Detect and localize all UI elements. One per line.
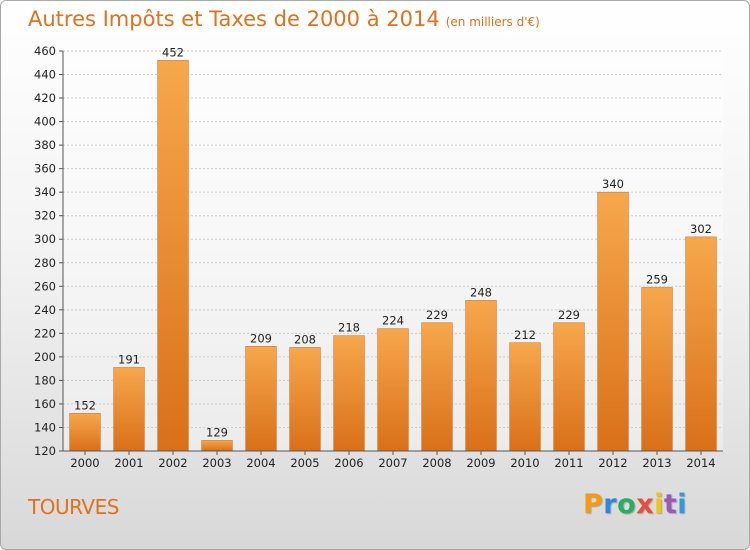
proxiti-logo[interactable]: Proxiti bbox=[583, 489, 687, 520]
value-label-2003: 129 bbox=[206, 425, 228, 439]
y-tick-label: 400 bbox=[34, 115, 56, 129]
value-label-2008: 229 bbox=[426, 308, 448, 322]
bar-2005 bbox=[289, 347, 321, 452]
axes bbox=[59, 50, 723, 455]
logo-letter: t bbox=[663, 489, 678, 520]
bar-2004 bbox=[245, 346, 277, 452]
value-label-2001: 191 bbox=[118, 352, 140, 366]
bar-2010 bbox=[509, 342, 541, 452]
value-label-2010: 212 bbox=[514, 328, 536, 342]
value-label-2007: 224 bbox=[382, 314, 404, 328]
y-tick-label: 440 bbox=[34, 68, 56, 82]
value-label-2014: 302 bbox=[690, 222, 712, 236]
x-tick-label-2001: 2001 bbox=[114, 456, 143, 470]
value-label-2004: 209 bbox=[250, 331, 272, 345]
bar-2014 bbox=[685, 236, 717, 452]
bar-2011 bbox=[553, 322, 585, 452]
value-label-2002: 452 bbox=[162, 45, 184, 59]
y-tick-label: 220 bbox=[34, 326, 56, 340]
commune-name: TOURVES bbox=[28, 495, 119, 519]
logo-letter: i bbox=[677, 489, 688, 520]
y-tick-label: 260 bbox=[34, 279, 56, 293]
chart-title-unit: (en milliers d'€) bbox=[445, 15, 540, 29]
bar-2012 bbox=[597, 191, 629, 452]
bar-2000 bbox=[69, 413, 101, 452]
labels: 120 140 160 180 200 220 240 260 280 300 320 340 360 3… bbox=[34, 44, 716, 470]
y-tick-label: 360 bbox=[34, 162, 56, 176]
x-tick-label-2003: 2003 bbox=[202, 456, 231, 470]
x-tick-label-2000: 2000 bbox=[70, 456, 99, 470]
y-tick-label: 180 bbox=[34, 373, 56, 387]
bar-2002 bbox=[157, 60, 189, 452]
y-tick-label: 140 bbox=[34, 420, 56, 434]
y-tick-label: 420 bbox=[34, 91, 56, 105]
chart-title-text: Autres Impôts et Taxes de 2000 à 2014 bbox=[28, 7, 440, 31]
x-tick-label-2004: 2004 bbox=[246, 456, 275, 470]
value-label-2012: 340 bbox=[602, 177, 624, 191]
x-tick-label-2002: 2002 bbox=[158, 456, 187, 470]
y-tick-label: 460 bbox=[34, 44, 56, 58]
x-tick-label-2008: 2008 bbox=[422, 456, 451, 470]
y-tick-label: 340 bbox=[34, 185, 56, 199]
y-tick-label: 300 bbox=[34, 232, 56, 246]
x-tick-label-2006: 2006 bbox=[334, 456, 363, 470]
x-tick-label-2012: 2012 bbox=[598, 456, 627, 470]
logo-letter: r bbox=[603, 489, 618, 520]
x-tick-label-2005: 2005 bbox=[290, 456, 319, 470]
value-label-2000: 152 bbox=[74, 398, 96, 412]
logo-letter: P bbox=[583, 489, 604, 520]
value-label-2006: 218 bbox=[338, 321, 360, 335]
bar-2006 bbox=[333, 335, 365, 452]
logo-letter: i bbox=[654, 489, 664, 520]
bar-2008 bbox=[421, 322, 453, 452]
logo-letter: o bbox=[617, 489, 637, 520]
y-tick-label: 160 bbox=[34, 397, 56, 411]
y-tick-label: 200 bbox=[34, 350, 56, 364]
x-tick-label-2013: 2013 bbox=[642, 456, 671, 470]
y-tick-label: 120 bbox=[34, 444, 56, 458]
x-tick-label-2010: 2010 bbox=[510, 456, 539, 470]
value-label-2005: 208 bbox=[294, 332, 316, 346]
x-tick-label-2009: 2009 bbox=[466, 456, 495, 470]
chart-title: Autres Impôts et Taxes de 2000 à 2014 (en… bbox=[28, 7, 540, 31]
bar-2013 bbox=[641, 287, 673, 452]
bar-2003 bbox=[201, 440, 233, 452]
x-tick-label-2007: 2007 bbox=[378, 456, 407, 470]
y-tick-label: 320 bbox=[34, 209, 56, 223]
y-tick-label: 380 bbox=[34, 138, 56, 152]
y-tick-label: 280 bbox=[34, 256, 56, 270]
value-label-2011: 229 bbox=[558, 308, 580, 322]
logo-letter: x bbox=[636, 489, 655, 520]
bar-2009 bbox=[465, 300, 497, 452]
x-tick-label-2014: 2014 bbox=[686, 456, 715, 470]
y-tick-label: 240 bbox=[34, 303, 56, 317]
x-tick-label-2011: 2011 bbox=[554, 456, 583, 470]
bar-2007 bbox=[377, 328, 409, 452]
bar-2001 bbox=[113, 367, 145, 452]
value-label-2009: 248 bbox=[470, 285, 492, 299]
bars bbox=[69, 60, 717, 452]
value-label-2013: 259 bbox=[646, 272, 668, 286]
